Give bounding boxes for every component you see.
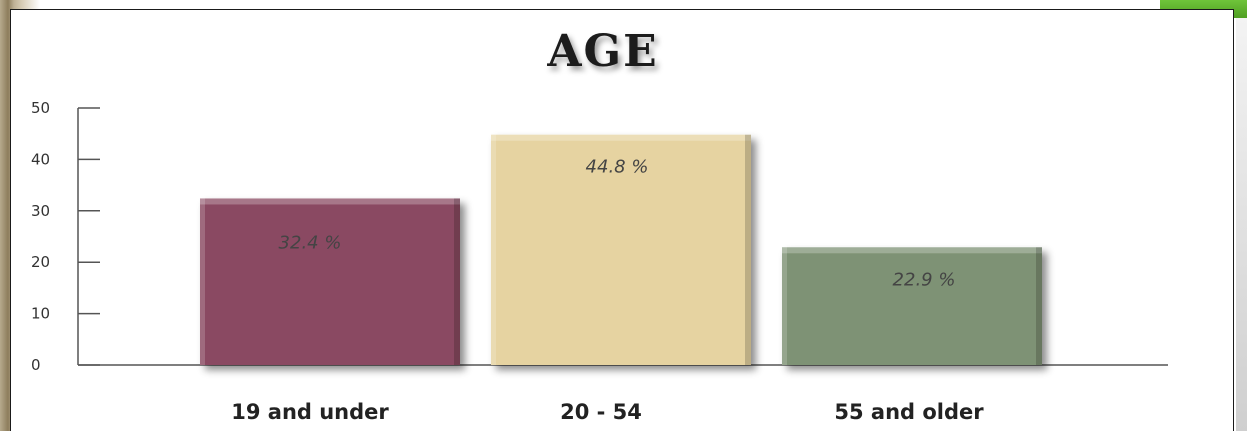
labels: 32.4 % 19 and under 44.8 % 20 - 54 22.9 % 55 … bbox=[231, 157, 984, 424]
bar-bevel-left bbox=[782, 247, 787, 365]
y-tick-label: 0 bbox=[31, 356, 41, 374]
bar-data-label: 44.8 % bbox=[586, 157, 649, 178]
category-label: 19 and under bbox=[231, 400, 389, 424]
y-tick-label: 50 bbox=[31, 99, 50, 117]
right-edge-panel bbox=[1236, 18, 1247, 431]
bar-bevel-right bbox=[1036, 247, 1042, 365]
bar-group bbox=[491, 134, 751, 365]
bar-bevel-left bbox=[491, 134, 496, 365]
y-tick-label: 10 bbox=[31, 305, 50, 323]
category-label: 20 - 54 bbox=[560, 400, 642, 424]
bar-bevel-left bbox=[200, 198, 205, 365]
y-tick-label: 30 bbox=[31, 202, 50, 220]
bar-bevel-top bbox=[200, 198, 460, 205]
y-tick-label: 20 bbox=[31, 253, 50, 271]
bars bbox=[200, 134, 1042, 365]
chart-title-text: AGE bbox=[546, 26, 658, 77]
bar-bevel-top bbox=[782, 247, 1042, 254]
bar-bevel-top bbox=[491, 134, 751, 141]
y-tick-label: 40 bbox=[31, 150, 50, 168]
bar-data-label: 32.4 % bbox=[279, 232, 342, 253]
bar-group bbox=[200, 198, 460, 365]
bar bbox=[782, 247, 1042, 365]
bar bbox=[491, 134, 751, 365]
chart-title: AGE bbox=[546, 26, 658, 77]
bar-bevel-right bbox=[454, 198, 460, 365]
bar bbox=[200, 198, 460, 365]
bar-group bbox=[782, 247, 1042, 365]
bar-data-label: 22.9 % bbox=[893, 269, 956, 290]
bar-bevel-right bbox=[745, 134, 751, 365]
category-label: 55 and older bbox=[834, 400, 984, 424]
